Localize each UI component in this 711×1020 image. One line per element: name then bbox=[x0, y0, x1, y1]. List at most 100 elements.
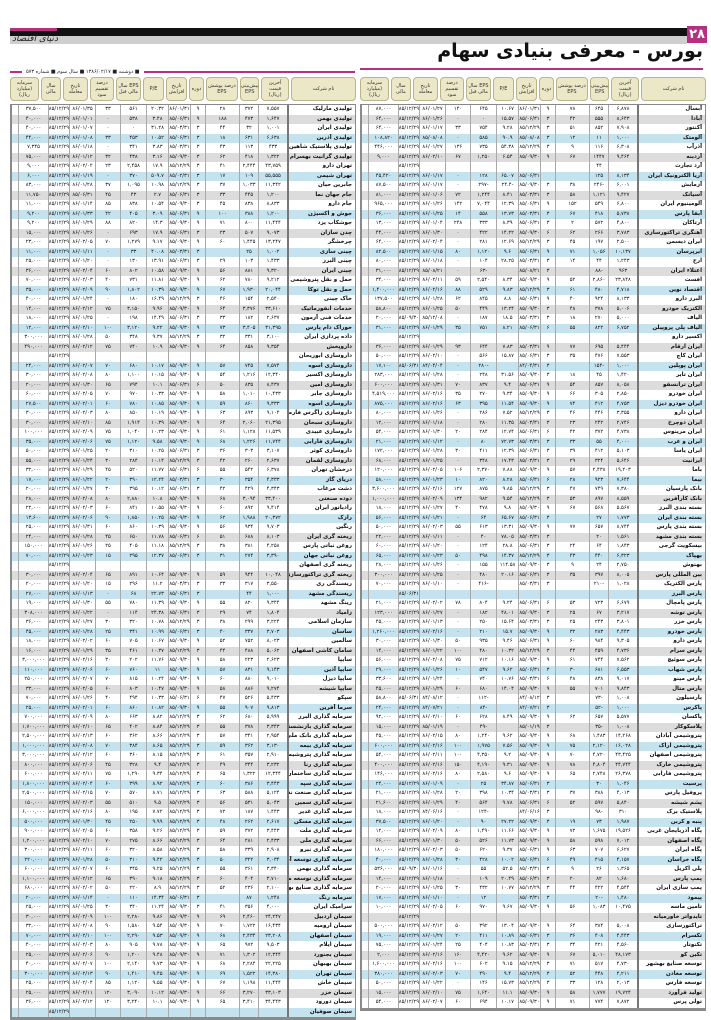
cell-eps-coverage: ۱۰۰ bbox=[205, 209, 239, 219]
cell-eps-prev-year: ۶۲۸ bbox=[470, 713, 496, 723]
cell-eps-forecast: ۷۴۵ bbox=[239, 361, 258, 371]
cell-eps-coverage: ۹ bbox=[555, 143, 589, 153]
cell-company-name: ایران پوپلین bbox=[637, 361, 705, 371]
cell-dividend-pct: ۰ bbox=[445, 779, 470, 789]
cell-capital: ۳۶,۰۰۰ bbox=[18, 998, 48, 1008]
cell-company-name: آبادا bbox=[637, 114, 705, 124]
cell-trade-date: ۸۶/۰۱/۲۴ bbox=[419, 941, 445, 951]
cell-increase-date: ۸۵/۰۳/۳۱ bbox=[518, 209, 540, 219]
cell-pe-ratio: ۶.۵۴ bbox=[496, 152, 518, 162]
cell-pe-ratio: ۱۰.۵۸ bbox=[146, 266, 168, 276]
column-header-pe-ratio: P/E bbox=[142, 77, 165, 101]
cell-dividend-pct: ۷۰ bbox=[95, 675, 120, 685]
cell-pe-ratio: ۱۰.۵۵ bbox=[146, 504, 168, 514]
cell-pe-ratio: ۸.۳۹ bbox=[496, 219, 518, 229]
cell-trade-date: ۸۶/۰۲/۰۳ bbox=[419, 969, 445, 979]
cell-eps-forecast: -۳۵ bbox=[589, 722, 608, 732]
cell-fiscal-year: ۸۵/۱۲/۲۹ bbox=[398, 741, 419, 751]
cell-pe-ratio: ۸.۷۱ bbox=[146, 789, 168, 799]
cell-company-name: بسته بندی البرز bbox=[637, 504, 705, 514]
cell-fiscal-year: ۸۵/۰۶/۳۱ bbox=[398, 589, 419, 599]
table-row: دریای گاز ۴,۳۳۳ ۳۵۴ ۳۰ ۳ ۸۵/۰۳/۳۱ ۱۲.۲۴ ۳۹۰ ۲۰ ۸۶… bbox=[12, 475, 355, 485]
cell-company-name: سرمایه گذاری توسعه آذربایجان bbox=[287, 855, 355, 865]
cell-capital: ۴۵,۰۰۰ bbox=[18, 627, 48, 637]
table-row: سیمان ارومیه ۱۶,۴۳۴ ۱,۷۲۲ ۷۰ ۹ ۸۵/۰۹/۳۰ ۹.۵۴ ۱,… bbox=[12, 922, 355, 932]
cell-eps-prev-year: ۱۹۵ bbox=[120, 808, 146, 818]
cell-company-name: سرمایه گذاری بهمن bbox=[287, 865, 355, 875]
cell-last-price: ۹,۲۷۴ bbox=[258, 684, 287, 694]
cell-pe-ratio: ۱۰.۱۷ bbox=[146, 361, 168, 371]
cell-increase-date: ۸۵/۰۹/۳۰ bbox=[168, 238, 190, 248]
cell-company-name: بهنوش bbox=[637, 561, 705, 571]
cell-increase-date: ۸۵/۰۹/۳۰ bbox=[518, 770, 540, 780]
cell-last-price: ۹,۳۲۰ bbox=[258, 266, 287, 276]
cell-fiscal-year: ۸۵/۱۲/۲۹ bbox=[398, 323, 419, 333]
cell-company-name: پلاستیک برک bbox=[637, 808, 705, 818]
cell-capital: ۳۰,۰۰۰ bbox=[368, 637, 398, 647]
cell-fiscal-year: ۸۵/۱۲/۲۹ bbox=[48, 675, 69, 685]
table-row: آبادا ۸,۶۴۳ ۵۵۵ ۴۲ ۳ ۸۵/۰۶/۳۱ ۱۵.۵۷ ۰ ۰ ۸۶/۰۱/۲۶ ۸… bbox=[362, 114, 705, 124]
cell-eps-coverage: ۶۲ bbox=[555, 228, 589, 238]
cell-fiscal-year: ۸۵/۱۲/۲۹ bbox=[48, 893, 69, 903]
cell-eps-forecast: ۵۹۸ bbox=[589, 836, 608, 846]
cell-company-name: آرتاکان bbox=[637, 219, 705, 229]
cell-trade-date: ۸۶/۰۱/۱۸ bbox=[419, 874, 445, 884]
cell-eps-forecast: -۵۲ bbox=[589, 703, 608, 713]
cell-pe-ratio: ۲۴.۳۸ bbox=[146, 608, 168, 618]
cell-eps-prev-year: ۸۱۵ bbox=[120, 675, 146, 685]
cell-dividend-pct: ۲۵ bbox=[445, 941, 470, 951]
cell-dividend-pct: ۱۰۰ bbox=[95, 912, 120, 922]
cell-period: ۳ bbox=[190, 874, 205, 884]
cell-increase-date: ۸۵/۰۶/۳۱ bbox=[518, 380, 540, 390]
cell-period: ۳ bbox=[540, 874, 555, 884]
cell-eps-prev-year: ۳۳ bbox=[120, 247, 146, 257]
cell-capital: ۴۴,۰۰۰ bbox=[368, 228, 398, 238]
cell-fiscal-year: ۸۵/۱۲/۲۹ bbox=[48, 599, 69, 609]
cell-pe-ratio bbox=[496, 162, 518, 172]
cell-fiscal-year: ۸۵/۱۲/۲۹ bbox=[398, 684, 419, 694]
cell-capital: ۷۵,۰۰۰ bbox=[368, 941, 398, 951]
cell-eps-coverage: ۳۵ bbox=[555, 352, 589, 362]
cell-capital: ۱۵,۰۰۰ bbox=[368, 988, 398, 998]
cell-eps-forecast: ۲,۱۲۰ bbox=[589, 741, 608, 751]
cell-eps-forecast: ۲۶ bbox=[589, 865, 608, 875]
cell-fiscal-year: ۸۵/۱۲/۲۹ bbox=[398, 247, 419, 257]
cell-increase-date: ۸۴/۰۴/۳۱ bbox=[518, 361, 540, 371]
table-row: پاکسان ۵,۵۷۷ ۶۵۷ ۶۲ ۹ ۸۵/۰۹/۳۰ ۸.۴۹ ۶۲۸ ۶۰ ۸۶/۰۲/… bbox=[362, 713, 705, 723]
cell-eps-forecast: -۸۸ bbox=[589, 266, 608, 276]
cell-trade-date: ۸۶/۰۱/۲۹ bbox=[69, 219, 95, 229]
cell-eps-forecast: ۸۲۲ bbox=[589, 323, 608, 333]
cell-trade-date: ۸۶/۰۱/۲۳ bbox=[69, 551, 95, 561]
cell-dividend-pct: ۰ bbox=[95, 228, 120, 238]
cell-trade-date: ۸۵/۱۲/۰۸ bbox=[419, 314, 445, 324]
cell-trade-date: ۸۶/۰۱/۲۷ bbox=[419, 105, 445, 115]
cell-capital: ۱۲۳,۰۰۰ bbox=[368, 608, 398, 618]
cell-trade-date: ۸۶/۰۱/۲۹ bbox=[419, 684, 445, 694]
cell-eps-forecast: -۹۸ bbox=[589, 808, 608, 818]
cell-eps-forecast: -۷۳ bbox=[589, 694, 608, 704]
cell-period: ۹ bbox=[540, 732, 555, 742]
table-row: سرمایه رنگ ۱,۲۴۸ ۸۷ ۳ ۸۵/۰۶/۳۱ ۱۴.۳۴ ۱۱۰ ۰ ۸۶/۰۱… bbox=[12, 893, 355, 903]
cell-trade-date bbox=[69, 561, 95, 571]
cell-company-name: سیمان اصفهان bbox=[287, 931, 355, 941]
cell-dividend-pct bbox=[95, 1007, 120, 1017]
cell-pe-ratio: ۱۲.۷۴ bbox=[496, 428, 518, 438]
cell-last-price: ۴,۰۰۰ bbox=[258, 903, 287, 913]
cell-increase-date: ۸۵/۰۹/۳۰ bbox=[518, 371, 540, 381]
cell-increase-date: ۸۵/۰۳/۳۱ bbox=[168, 247, 190, 257]
cell-period: ۹ bbox=[190, 979, 205, 989]
cell-pe-ratio: ۳.۸۳ bbox=[146, 143, 168, 153]
cell-dividend-pct: ۶۰ bbox=[445, 903, 470, 913]
cell-eps-forecast: ۲۴ bbox=[589, 561, 608, 571]
cell-pe-ratio: ۸.۴۹ bbox=[496, 713, 518, 723]
cell-period: ۳ bbox=[540, 418, 555, 428]
cell-fiscal-year: ۸۵/۱۲/۲۹ bbox=[48, 409, 69, 419]
cell-capital: ۲۲,۰۰۰ bbox=[368, 532, 398, 542]
divider bbox=[10, 71, 22, 73]
cell-pe-ratio: ۸.۱۵ bbox=[146, 751, 168, 761]
cell-eps-prev-year: ۴۹۰ bbox=[470, 969, 496, 979]
cell-fiscal-year: ۸۵/۱۲/۲۹ bbox=[48, 114, 69, 124]
table-row: اکسیر دارو ۸۵/۱۲/۲۹ bbox=[362, 333, 705, 343]
cell-pe-ratio: ۲۷.۲۲ bbox=[496, 817, 518, 827]
cell-last-price: ۴,۵۴۴ bbox=[608, 884, 637, 894]
